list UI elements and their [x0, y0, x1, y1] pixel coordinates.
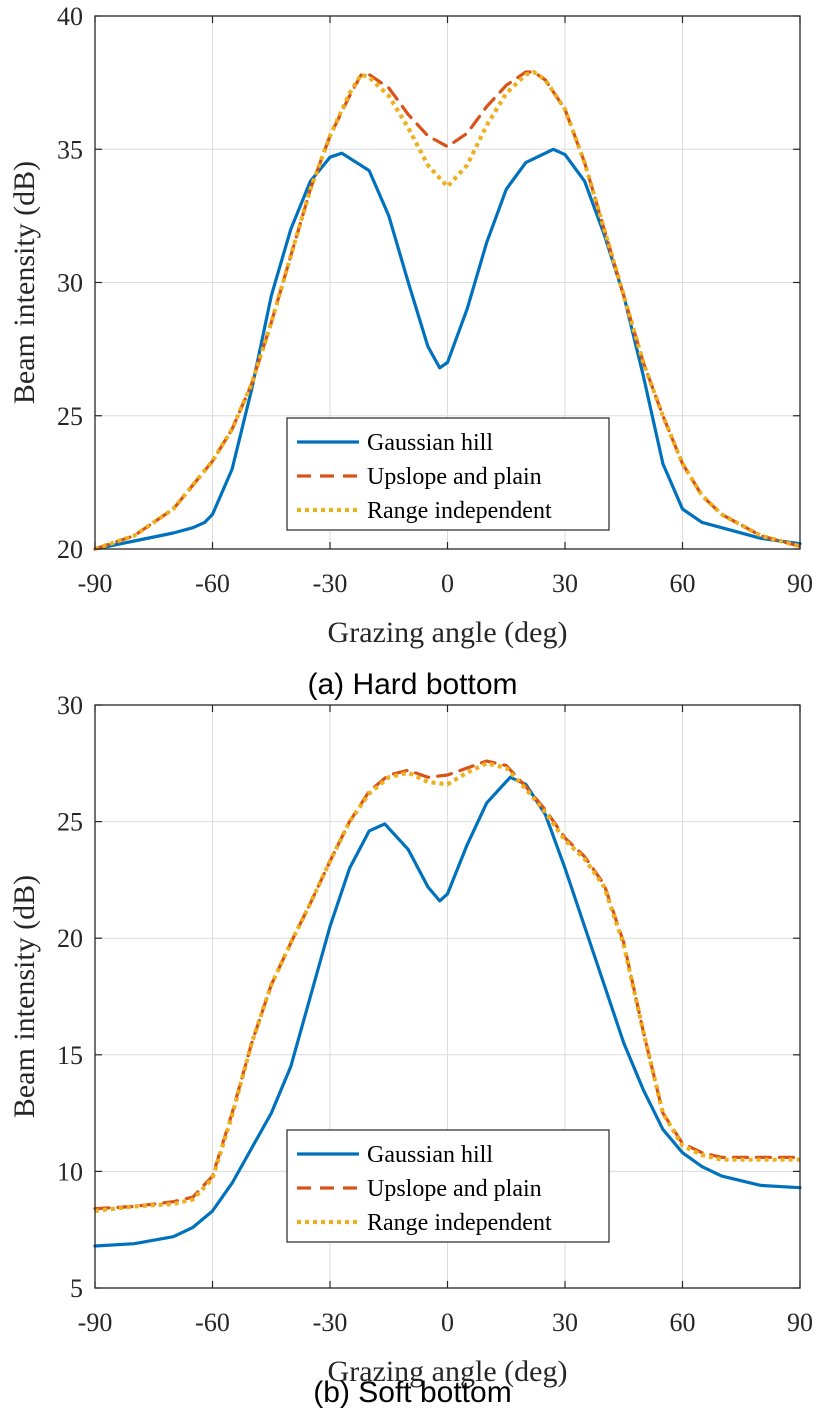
chart-caption: (a) Hard bottom: [307, 668, 517, 701]
x-tick-label: 30: [552, 1308, 578, 1337]
legend-label: Gaussian hill: [367, 430, 493, 456]
series-line-gaussian-hill: [93, 147, 802, 551]
legend: Gaussian hill Upslope and plain Range inde…: [286, 1129, 610, 1243]
x-tick-label: 60: [670, 569, 696, 598]
series-line-gaussian-hill: [93, 775, 802, 1248]
y-tick-label: 15: [57, 1041, 83, 1070]
x-tick-label: 60: [670, 1308, 696, 1337]
chart-hard-bottom: -90 -60 -30 0 30 60 90 20 25 30 35 40 Grazing angle …: [8, 2, 813, 701]
y-tick-label: 5: [70, 1274, 83, 1303]
x-tick-label: 0: [441, 1308, 454, 1337]
y-tick-label: 20: [57, 924, 83, 953]
legend-label: Range independent: [367, 1210, 552, 1236]
legend-label: Upslope and plain: [367, 1176, 542, 1202]
y-axis-label: Beam intensity (dB): [8, 875, 41, 1118]
series-line-upslope-and-plain: [93, 70, 802, 551]
y-tick-label: 30: [57, 691, 83, 720]
x-tick-label: -60: [195, 1308, 230, 1337]
x-tick-label: -30: [313, 1308, 348, 1337]
x-tick-label: 0: [441, 569, 454, 598]
y-tick-label: 25: [57, 402, 83, 431]
y-tick-label: 25: [57, 808, 83, 837]
y-tick-label: 20: [57, 535, 83, 564]
y-tick-label: 40: [57, 2, 83, 31]
y-tick-label: 35: [57, 135, 83, 164]
x-tick-label: 30: [552, 569, 578, 598]
x-tick-label: 90: [787, 569, 813, 598]
x-tick-label: -90: [78, 1308, 113, 1337]
x-tick-label: -30: [313, 569, 348, 598]
y-tick-label: 10: [57, 1157, 83, 1186]
x-axis-label: Grazing angle (deg): [328, 1355, 568, 1388]
legend-label: Range independent: [367, 498, 552, 524]
x-axis-label: Grazing angle (deg): [328, 616, 568, 649]
chart-soft-bottom: -90 -60 -30 0 30 60 90 5 10 15 20 25 30 Grazing angle…: [8, 691, 813, 1409]
legend-label: Upslope and plain: [367, 464, 542, 490]
x-tick-label: 90: [787, 1308, 813, 1337]
legend-label: Gaussian hill: [367, 1142, 493, 1168]
y-tick-label: 30: [57, 269, 83, 298]
y-axis-label: Beam intensity (dB): [8, 161, 41, 404]
x-tick-label: -90: [78, 569, 113, 598]
legend: Gaussian hill Upslope and plain Range inde…: [286, 417, 610, 531]
x-tick-label: -60: [195, 569, 230, 598]
series-line-range-independent: [94, 761, 800, 1214]
chart-caption: (b) Soft bottom: [313, 1376, 511, 1409]
